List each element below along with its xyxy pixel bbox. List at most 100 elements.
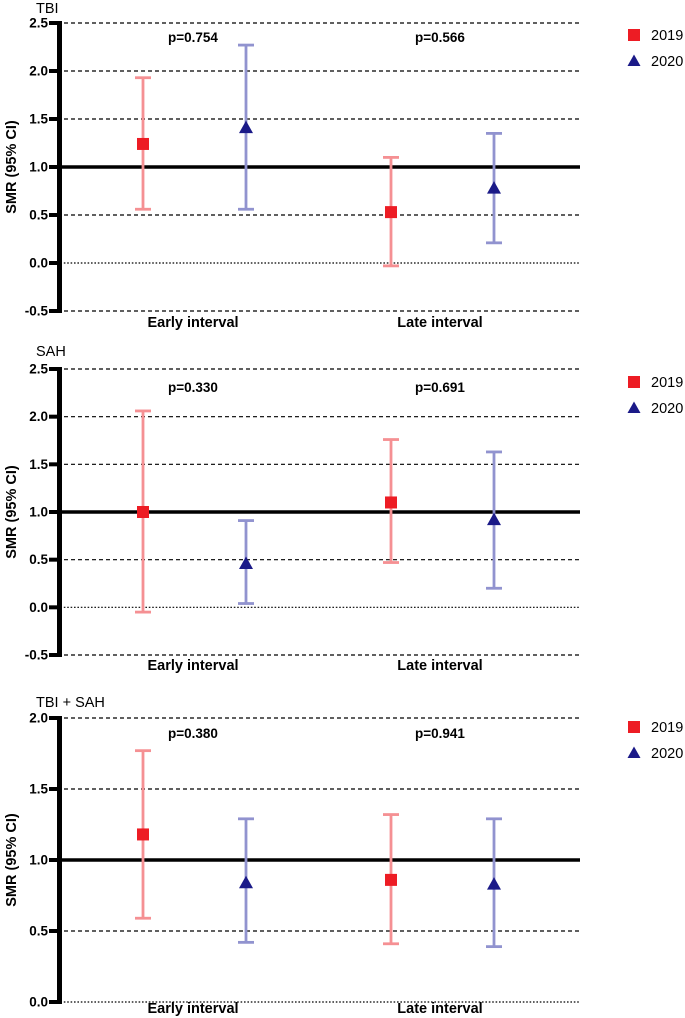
category-label: Late interval — [397, 658, 482, 674]
y-axis-tick — [49, 462, 57, 467]
errorbar-2019-early — [135, 749, 151, 920]
legend-square-icon — [628, 376, 640, 388]
y-axis-tick — [49, 213, 57, 217]
p-value-label: p=0.380 — [168, 726, 218, 741]
p-value-label: p=0.941 — [415, 726, 465, 741]
y-axis-tick — [49, 929, 57, 933]
y-axis-tick-label: 1.0 — [29, 160, 48, 175]
marker-triangle-2020 — [239, 120, 253, 134]
y-axis-tick-label: 1.0 — [29, 853, 48, 868]
legend-item-2020: 2020 — [627, 401, 683, 417]
y-axis-label: SMR (95% CI) — [4, 813, 20, 907]
panel-title: TBI + SAH — [36, 695, 105, 711]
errorbar-2019-early — [135, 76, 151, 211]
y-axis-tick-label: -0.5 — [25, 648, 49, 663]
y-axis-tick — [49, 653, 57, 657]
y-axis-tick-label: 2.0 — [29, 711, 48, 726]
marker-triangle-2020 — [487, 181, 501, 194]
y-axis-tick — [49, 605, 57, 610]
legend-square-icon — [628, 29, 640, 41]
legend-item-2019: 2019 — [628, 375, 683, 391]
y-axis-tick — [49, 716, 57, 720]
legend-item-2020: 2020 — [627, 54, 683, 70]
p-value-label: p=0.754 — [168, 30, 218, 45]
y-axis-tick-label: 1.5 — [29, 782, 48, 797]
y-axis-tick — [49, 165, 57, 169]
legend-item-2020: 2020 — [627, 746, 683, 762]
marker-triangle-2020 — [487, 877, 501, 890]
y-axis-tick — [49, 557, 57, 562]
legend-item-2019: 2019 — [628, 720, 683, 736]
errorbar-2020-late — [486, 817, 502, 949]
p-value-label: p=0.691 — [415, 380, 465, 395]
panel-sah: 2.5 2.0 1.5 1.0 0.5 0.0 -0.5 SAH SMR (95% CI) p=0… — [4, 344, 683, 674]
y-axis-tick-label: 0.5 — [29, 208, 48, 223]
marker-triangle-2020 — [239, 875, 253, 889]
marker-square-2019 — [137, 506, 149, 518]
y-axis-tick — [49, 414, 57, 419]
legend-label: 2019 — [651, 720, 683, 736]
y-axis-spine — [57, 367, 62, 657]
legend-label: 2020 — [651, 746, 683, 762]
y-axis-tick-label: 0.0 — [29, 995, 48, 1010]
p-value-label: p=0.566 — [415, 30, 465, 45]
y-axis-tick — [49, 1000, 57, 1004]
y-axis-tick — [49, 309, 57, 313]
y-axis-tick — [49, 787, 57, 791]
y-axis-spine — [57, 21, 62, 313]
y-axis-tick-label: 0.0 — [29, 256, 48, 271]
panel-tbi-+-sah: 2.0 1.5 1.0 0.5 0.0 TBI + SAH SMR (95% CI) p=0.… — [4, 695, 683, 1017]
y-axis-tick-label: 0.5 — [29, 552, 48, 567]
legend-label: 2019 — [651, 28, 683, 44]
category-label: Late interval — [397, 315, 482, 331]
marker-triangle-2020 — [239, 556, 253, 569]
y-axis-tick — [49, 367, 57, 371]
legend-label: 2019 — [651, 375, 683, 391]
legend-triangle-icon — [627, 401, 641, 413]
legend-item-2019: 2019 — [628, 28, 683, 44]
panel-tbi: 2.5 2.0 1.5 1.0 0.5 0.0 -0.5 TBI SMR (95% CI) p=0… — [4, 1, 683, 331]
category-label: Late interval — [397, 1001, 482, 1017]
y-axis-tick-label: 0.0 — [29, 600, 48, 615]
marker-square-2019 — [137, 137, 149, 150]
marker-square-2019 — [137, 828, 149, 841]
errorbar-2020-early — [238, 519, 254, 605]
legend-triangle-icon — [627, 54, 641, 66]
y-axis-tick-label: 1.5 — [29, 112, 48, 127]
y-axis-tick-label: 1.0 — [29, 505, 48, 520]
marker-square-2019 — [385, 873, 397, 886]
category-label: Early interval — [147, 658, 238, 674]
errorbar-2020-early — [238, 817, 254, 944]
category-label: Early interval — [147, 1001, 238, 1017]
errorbar-2019-late — [383, 813, 399, 946]
errorbar-2020-late — [486, 131, 502, 245]
marker-square-2019 — [385, 496, 397, 509]
errorbar-2019-late — [383, 155, 399, 268]
y-axis-tick-label: 2.0 — [29, 64, 48, 79]
y-axis-tick-label: 2.0 — [29, 409, 48, 424]
category-label: Early interval — [147, 315, 238, 331]
y-axis-tick — [49, 261, 57, 265]
y-axis-spine — [57, 716, 62, 1004]
legend-label: 2020 — [651, 401, 683, 417]
panel-title: TBI — [36, 1, 59, 17]
y-axis-tick — [49, 858, 57, 862]
errorbar-2019-early — [135, 409, 151, 614]
errorbar-2019-late — [383, 438, 399, 564]
y-axis-tick — [49, 117, 57, 121]
errorbar-2020-late — [486, 450, 502, 590]
y-axis-tick-label: 2.5 — [29, 16, 48, 31]
p-value-label: p=0.330 — [168, 380, 218, 395]
y-axis-tick-label: 0.5 — [29, 924, 48, 939]
y-axis-tick — [49, 69, 57, 73]
legend-triangle-icon — [627, 746, 641, 758]
panel-title: SAH — [36, 344, 66, 360]
marker-square-2019 — [385, 206, 397, 219]
legend-square-icon — [628, 721, 640, 733]
y-axis-label: SMR (95% CI) — [4, 465, 20, 559]
y-axis-tick — [49, 21, 57, 25]
y-axis-tick-label: -0.5 — [25, 304, 49, 319]
y-axis-tick — [49, 510, 57, 514]
